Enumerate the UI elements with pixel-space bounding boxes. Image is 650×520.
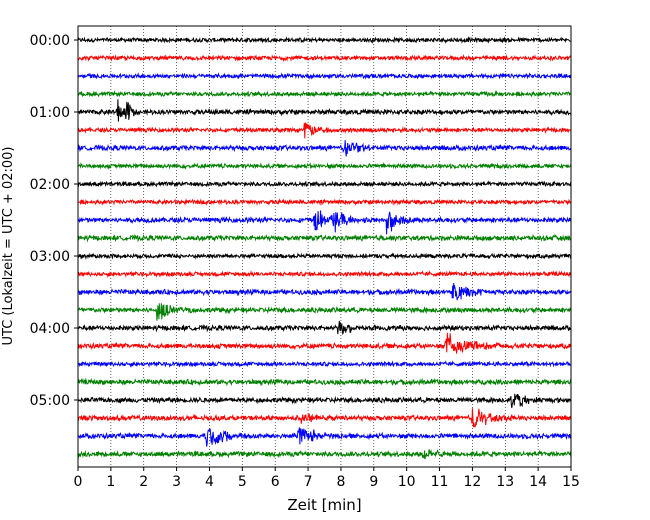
x-axis-label: Zeit [min] [287,496,361,514]
trace-0445 [77,377,572,387]
x-tick-label-5: 5 [238,474,247,490]
x-tick-label-1: 1 [106,474,115,490]
trace-0400 [77,320,572,336]
trace-0215 [77,198,572,206]
trace-0530 [77,427,572,447]
trace-0515 [77,408,572,428]
x-tick-label-3: 3 [172,474,181,490]
x-tick-label-14: 14 [529,474,547,490]
trace-0015 [77,53,572,63]
trace-0315 [77,269,572,278]
y-tick-label-0: 00:00 [30,33,70,49]
trace-0415 [77,332,571,354]
x-tick-label-15: 15 [562,474,580,490]
x-tick-label-11: 11 [431,474,449,490]
trace-0430 [77,359,572,368]
y-tick-label-3: 03:00 [30,249,70,265]
y-tick-label-1: 01:00 [30,105,70,121]
x-tick-label-4: 4 [205,474,214,490]
x-tick-label-0: 0 [74,474,83,490]
x-tick-label-6: 6 [271,474,280,490]
y-tick-label-4: 04:00 [30,321,70,337]
trace-0030 [77,72,572,80]
x-tick-label-13: 13 [496,474,514,490]
trace-0100 [77,99,572,122]
trace-0230 [77,210,572,235]
x-tick-label-9: 9 [369,474,378,490]
trace-0345 [77,303,572,321]
trace-0145 [77,161,572,170]
trace-0330 [77,282,572,301]
trace-0115 [77,122,572,139]
x-tick-label-2: 2 [139,474,148,490]
trace-0545 [77,449,572,460]
seismogram-traces [77,36,572,460]
trace-0500 [77,393,572,408]
trace-0245 [77,233,572,243]
plot-frame [77,25,572,468]
trace-0045 [77,90,572,98]
trace-0000 [77,36,572,45]
y-tick-label-5: 05:00 [30,393,70,409]
x-tick-label-10: 10 [398,474,416,490]
x-tick-label-12: 12 [463,474,481,490]
y-axis-label: UTC (Lokalzeit = UTC + 02:00) [1,147,16,346]
trace-0130 [77,140,572,157]
y-tick-label-2: 02:00 [30,177,70,193]
trace-0300 [77,252,572,261]
x-tick-label-8: 8 [336,474,345,490]
x-tick-label-7: 7 [304,474,313,490]
y-axis-ticks: 00:00 01:00 02:00 03:00 04:00 05:00 [30,33,78,409]
trace-0200 [77,180,572,188]
x-axis-ticks: 0 1 2 3 4 5 6 7 8 9 10 11 12 13 14 15 [74,467,580,490]
